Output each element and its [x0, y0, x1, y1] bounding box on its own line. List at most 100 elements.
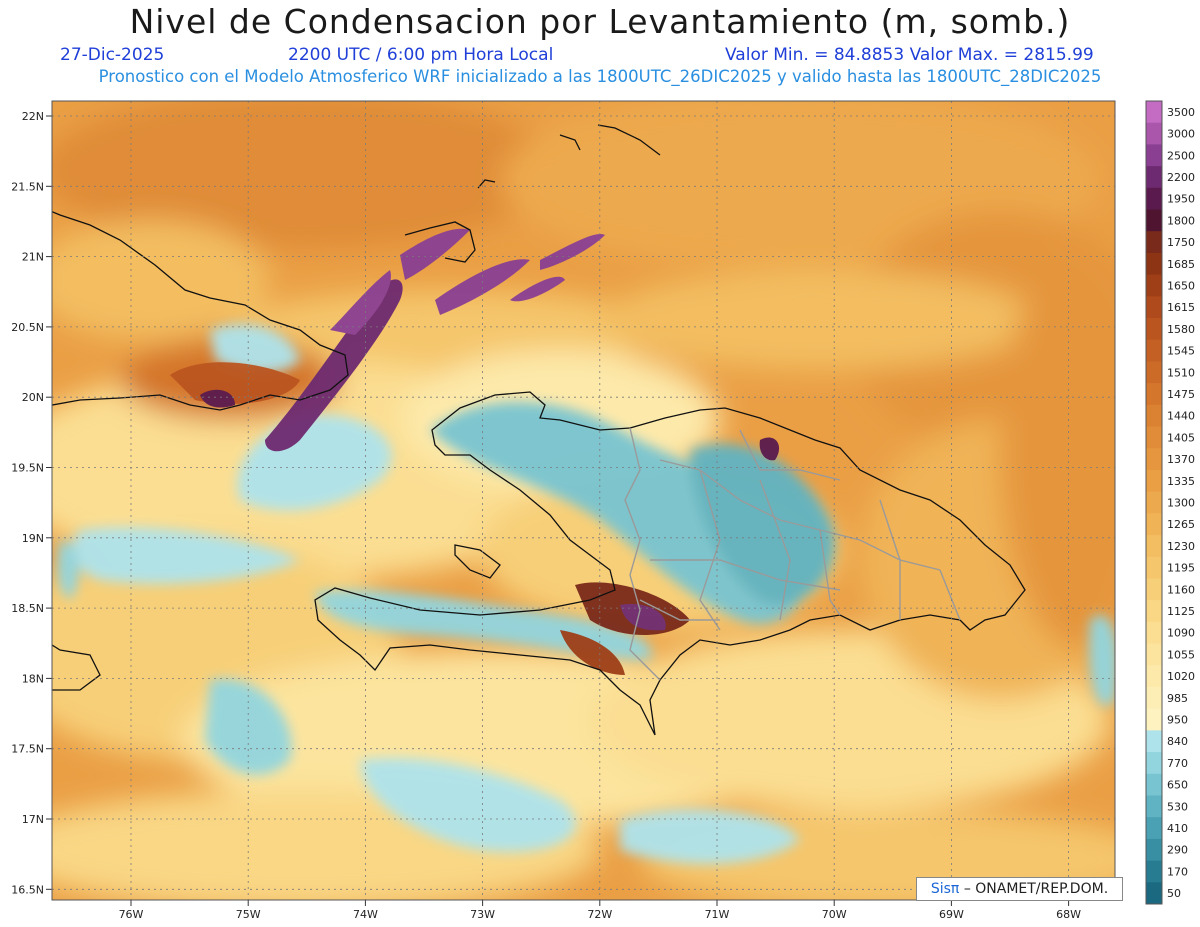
- map-title: Nivel de Condensacion por Levantamiento …: [129, 2, 1071, 41]
- colorbar-label: 1685: [1167, 258, 1195, 271]
- colorbar-label: 1950: [1167, 193, 1195, 206]
- colorbar-swatch: [1146, 122, 1162, 145]
- colorbar-swatch: [1146, 231, 1162, 254]
- colorbar-swatch: [1146, 665, 1162, 688]
- colorbar-swatch: [1146, 578, 1162, 601]
- colorbar-swatch: [1146, 795, 1162, 818]
- colorbar-label: 530: [1167, 800, 1188, 813]
- colorbar-swatch: [1146, 686, 1162, 710]
- colorbar-label: 1650: [1167, 279, 1195, 292]
- colorbar-swatch: [1146, 708, 1162, 731]
- lon-label: 68W: [1056, 908, 1081, 921]
- lon-label: 71W: [705, 908, 730, 921]
- colorbar-label: 985: [1167, 692, 1188, 705]
- colorbar-swatch: [1146, 274, 1162, 297]
- colorbar-swatch: [1146, 296, 1162, 319]
- colorbar-label: 1160: [1167, 583, 1195, 596]
- colorbar-swatch: [1146, 252, 1162, 276]
- lat-label: 18.5N: [11, 602, 44, 615]
- lon-label: 76W: [119, 908, 144, 921]
- colorbar-swatch: [1146, 773, 1162, 796]
- colorbar-label: 170: [1167, 865, 1188, 878]
- colorbar-swatch: [1146, 404, 1162, 428]
- colorbar-label: 1750: [1167, 236, 1195, 249]
- lat-label: 20N: [22, 391, 44, 404]
- colorbar-label: 1405: [1167, 431, 1195, 444]
- colorbar-label: 1090: [1167, 627, 1195, 640]
- colorbar-label: 1020: [1167, 670, 1195, 683]
- colorbar-swatch: [1146, 621, 1162, 645]
- colorbar-swatch: [1146, 556, 1162, 579]
- latitude-labels: 22N 21.5N 21N 20.5N 20N 19.5N 19N 18.5N 18N 17.5N…: [11, 110, 52, 896]
- colorbar-label: 1335: [1167, 475, 1195, 488]
- colorbar-label: 770: [1167, 757, 1188, 770]
- lon-label: 74W: [353, 908, 378, 921]
- colorbar-label: 1300: [1167, 497, 1195, 510]
- lat-label: 21N: [22, 251, 44, 264]
- colorbar-label: 290: [1167, 844, 1188, 857]
- min-max-label: Valor Min. = 84.8853 Valor Max. = 2815.9…: [725, 45, 1094, 65]
- provincial-borders: [624, 427, 961, 681]
- longitude-labels: 76W 75W 74W 73W 72W 71W 70W 69W 68W: [119, 900, 1081, 921]
- colorbar-label: 1055: [1167, 648, 1195, 661]
- colorbar-label: 410: [1167, 822, 1188, 835]
- colorbar-swatch: [1146, 383, 1162, 406]
- lat-label: 19N: [22, 532, 44, 545]
- colorbar-swatch: [1146, 817, 1162, 840]
- coastlines: [52, 124, 1026, 736]
- colorbar-swatch: [1146, 600, 1162, 623]
- colorbar-label: 1230: [1167, 540, 1195, 553]
- lon-label: 72W: [587, 908, 612, 921]
- lon-label: 69W: [939, 908, 964, 921]
- forecast-label: Pronostico con el Modelo Atmosferico WRF…: [98, 67, 1102, 86]
- colorbar-swatch: [1146, 101, 1162, 124]
- colorbar-swatch: [1146, 318, 1162, 341]
- lcl-field: [52, 101, 1115, 900]
- lat-label: 16.5N: [11, 883, 44, 896]
- colorbar-label: 50: [1167, 887, 1181, 900]
- lat-label: 22N: [22, 110, 44, 123]
- colorbar-swatch: [1146, 860, 1162, 883]
- date-label: 27-Dic-2025: [60, 45, 165, 65]
- lat-label: 18N: [22, 672, 44, 685]
- colorbar-swatch: [1146, 752, 1162, 775]
- colorbar-swatch: [1146, 187, 1162, 211]
- colorbar-swatch: [1146, 838, 1162, 862]
- colorbar-label: 950: [1167, 714, 1188, 727]
- colorbar-swatch: [1146, 361, 1162, 384]
- lon-label: 70W: [822, 908, 847, 921]
- lat-label: 19.5N: [11, 462, 44, 475]
- colorbar-swatch: [1146, 339, 1162, 362]
- colorbar-label: 1800: [1167, 214, 1195, 227]
- time-label: 2200 UTC / 6:00 pm Hora Local: [288, 45, 554, 65]
- colorbar-label: 1195: [1167, 562, 1195, 575]
- colorbar-swatch: [1146, 491, 1162, 514]
- colorbar-label: 3000: [1167, 128, 1195, 141]
- brand-label: Sisπ: [930, 881, 960, 897]
- colorbar-swatch: [1146, 730, 1162, 753]
- colorbar-swatch: [1146, 144, 1162, 167]
- colorbar-label: 2200: [1167, 171, 1195, 184]
- colorbar-label: 1475: [1167, 388, 1195, 401]
- map-frame: [51, 100, 1116, 901]
- colorbar-swatch: [1146, 426, 1162, 449]
- colorbar-label: 1510: [1167, 366, 1195, 379]
- colorbar-label: 1440: [1167, 410, 1195, 423]
- colorbar-swatch: [1146, 448, 1162, 471]
- colorbar-swatch: [1146, 513, 1162, 536]
- colorbar-label: 1265: [1167, 518, 1195, 531]
- colorbar-label: 3500: [1167, 106, 1195, 119]
- colorbar-label: 1545: [1167, 345, 1195, 358]
- colorbar-label: 840: [1167, 735, 1188, 748]
- colorbar-label: 1615: [1167, 301, 1195, 314]
- colorbar-swatch: [1146, 209, 1162, 232]
- colorbar-swatch: [1146, 469, 1162, 493]
- lat-label: 20.5N: [11, 321, 44, 334]
- colorbar-label: 1370: [1167, 453, 1195, 466]
- lon-label: 75W: [236, 908, 261, 921]
- colorbar-label: 1580: [1167, 323, 1195, 336]
- lat-label: 21.5N: [11, 180, 44, 193]
- colorbar-swatch: [1146, 166, 1162, 189]
- credit-box: Sisπ – ONAMET/REP.DOM.: [916, 877, 1123, 901]
